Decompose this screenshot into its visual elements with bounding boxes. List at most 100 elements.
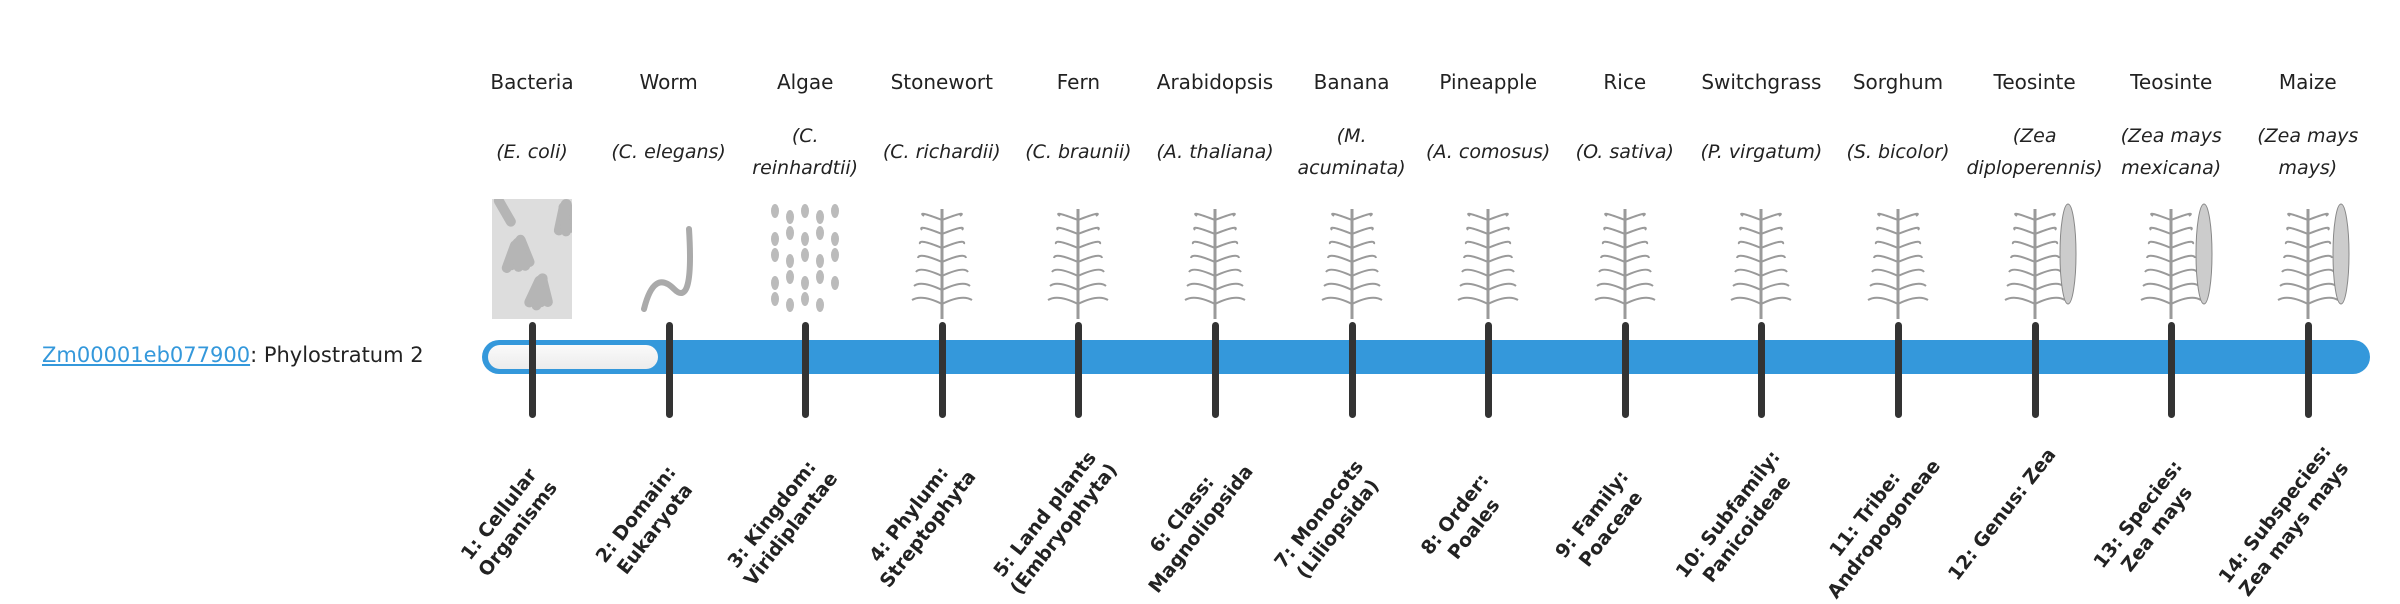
organism-common-name: Teosinte — [2130, 70, 2213, 94]
organism-column: Sorghum (S. bicolor) — [1830, 68, 1966, 319]
organism-common-name: Bacteria — [490, 70, 574, 94]
organism-common-name: Algae — [776, 70, 834, 94]
switchgrass-image — [1693, 194, 1829, 319]
arabidopsis-image — [1147, 194, 1283, 319]
organism-scientific-name: (P. virgatum) — [1693, 110, 1829, 194]
organism-common-name: Rice — [1603, 70, 1647, 94]
scientific-name-text: (O. sativa) — [1575, 141, 1674, 163]
fern-image — [1010, 194, 1146, 319]
organism-column: Switchgrass (P. virgatum) — [1693, 68, 1829, 319]
organism-scientific-name: (C. braunii) — [1010, 110, 1146, 194]
stonewort-image — [874, 194, 1010, 319]
scientific-name-text: (C. braunii) — [1025, 141, 1132, 163]
organism-common-name: Fern — [1056, 70, 1101, 94]
algae-image — [737, 194, 873, 319]
organism-column: Algae (C. reinhardtii) — [737, 68, 873, 319]
stratum-tick — [1348, 322, 1356, 418]
bacteria-image — [464, 194, 600, 319]
scientific-name-text: (M. acuminata) — [1297, 125, 1406, 179]
stratum-tick — [665, 322, 673, 418]
stratum-label: 13: Species: Zea mays — [2089, 456, 2198, 577]
scientific-name-text: (C. reinhardtii) — [752, 125, 859, 179]
stratum-tick — [2168, 322, 2176, 418]
scientific-name-text: (A. comosus) — [1426, 141, 1551, 163]
stratum-label: 8: Order: Poales — [1416, 469, 1505, 564]
scientific-name-text: (S. bicolor) — [1846, 141, 1950, 163]
organism-common-name: Pineapple — [1439, 70, 1538, 94]
maize-image — [2240, 194, 2376, 319]
banana-image — [1284, 194, 1420, 319]
organism-column: Maize (Zea mays mays) — [2240, 68, 2376, 319]
organism-column: Teosinte (Zea diploperennis) — [1966, 68, 2103, 319]
stratum-label: 4: Phylum: Streptophyta — [864, 462, 981, 592]
organism-column: Teosinte (Zea mays mexicana) — [2103, 68, 2239, 319]
stratum-tick — [2031, 322, 2039, 418]
organism-scientific-name: (E. coli) — [464, 110, 600, 194]
phylostratum-text: : Phylostratum 2 — [250, 343, 424, 367]
scientific-name-text: (Zea mays mexicana) — [2120, 125, 2222, 179]
stratum-tick — [1895, 322, 1902, 418]
scientific-name-text: (P. virgatum) — [1700, 141, 1823, 163]
teosinte-mexicana-image — [2103, 194, 2239, 319]
organism-scientific-name: (C. elegans) — [601, 110, 737, 194]
organism-column: Banana (M. acuminata) — [1284, 68, 1420, 319]
scientific-name-text: (C. richardii) — [882, 141, 1001, 163]
organism-scientific-name: (M. acuminata) — [1284, 110, 1420, 194]
stratum-tick — [529, 322, 536, 418]
stratum-tick — [1485, 322, 1493, 418]
stratum-tick — [2304, 322, 2312, 418]
sorghum-image — [1830, 194, 1966, 319]
stratum-label: 14: Subspecies: Zea mays mays — [2214, 441, 2354, 601]
organism-common-name: Banana — [1313, 70, 1390, 94]
stratum-label: 10: Subfamily: Panicoideae — [1672, 446, 1796, 587]
organism-scientific-name: (Zea mays mexicana) — [2103, 110, 2239, 194]
stratum-label: 3: Kingdom: Viridiplantae — [723, 456, 843, 591]
organism-common-name: Arabidopsis — [1156, 70, 1274, 94]
organism-column: Rice (O. sativa) — [1557, 68, 1693, 319]
stratum-label: 6: Class: Magnoliopsida — [1144, 460, 1258, 598]
organism-scientific-name: (Zea mays mays) — [2240, 110, 2376, 194]
organism-common-name: Worm — [639, 70, 698, 94]
stratum-label: 1: Cellular Organisms — [456, 464, 562, 581]
scientific-name-text: (Zea mays mays) — [2257, 125, 2359, 179]
organism-scientific-name: (O. sativa) — [1557, 110, 1693, 194]
organism-column: Pineapple (A. comosus) — [1420, 68, 1556, 319]
organism-column: Fern (C. braunii) — [1010, 68, 1146, 319]
stratum-tick — [1212, 322, 1219, 418]
organism-column: Arabidopsis (A. thaliana) — [1147, 68, 1283, 319]
stratum-label: 5: Land plants (Embryophyta) — [989, 447, 1123, 599]
organism-scientific-name: (A. thaliana) — [1147, 110, 1283, 194]
organism-common-name: Sorghum — [1852, 70, 1944, 94]
stratum-label: 2: Domain: Eukaryota — [591, 461, 697, 579]
stratum-label: 9: Family: Poaceae — [1550, 466, 1648, 572]
stratum-label: 12: Genus: Zea — [1943, 444, 2061, 585]
stratum-tick — [1758, 322, 1766, 418]
organism-scientific-name: (A. comosus) — [1420, 110, 1556, 194]
stratum-tick — [1621, 322, 1629, 418]
organism-scientific-name: (C. reinhardtii) — [737, 110, 873, 194]
scientific-name-text: (Zea diploperennis) — [1966, 125, 2103, 179]
gene-phylostratum-label: Zm00001eb077900: Phylostratum 2 — [42, 343, 424, 367]
organism-column: Bacteria (E. coli) — [464, 68, 600, 319]
gene-link[interactable]: Zm00001eb077900 — [42, 343, 251, 367]
teosinte-image — [1967, 194, 2103, 319]
scientific-name-text: (C. elegans) — [611, 141, 726, 163]
stratum-tick — [938, 322, 946, 418]
organism-column: Stonewort (C. richardii) — [874, 68, 1010, 319]
organism-common-name: Stonewort — [890, 70, 993, 94]
organism-scientific-name: (C. richardii) — [874, 110, 1010, 194]
phylostratum-fill — [488, 345, 658, 369]
stratum-tick — [1075, 322, 1083, 418]
scientific-name-text: (E. coli) — [496, 141, 568, 163]
rice-image — [1557, 194, 1693, 319]
stratum-label: 11: Tribe: Andropogoneae — [1823, 455, 1945, 603]
worm-image — [601, 194, 737, 319]
organism-column: Worm (C. elegans) — [601, 68, 737, 319]
organism-scientific-name: (S. bicolor) — [1830, 110, 1966, 194]
organism-common-name: Maize — [2278, 70, 2337, 94]
stratum-label: 7: Monocots (Liliopsida) — [1269, 456, 1384, 584]
scientific-name-text: (A. thaliana) — [1156, 141, 1274, 163]
organism-scientific-name: (Zea diploperennis) — [1966, 110, 2103, 194]
pineapple-image — [1420, 194, 1556, 319]
phylostratum-bar — [482, 340, 2370, 374]
